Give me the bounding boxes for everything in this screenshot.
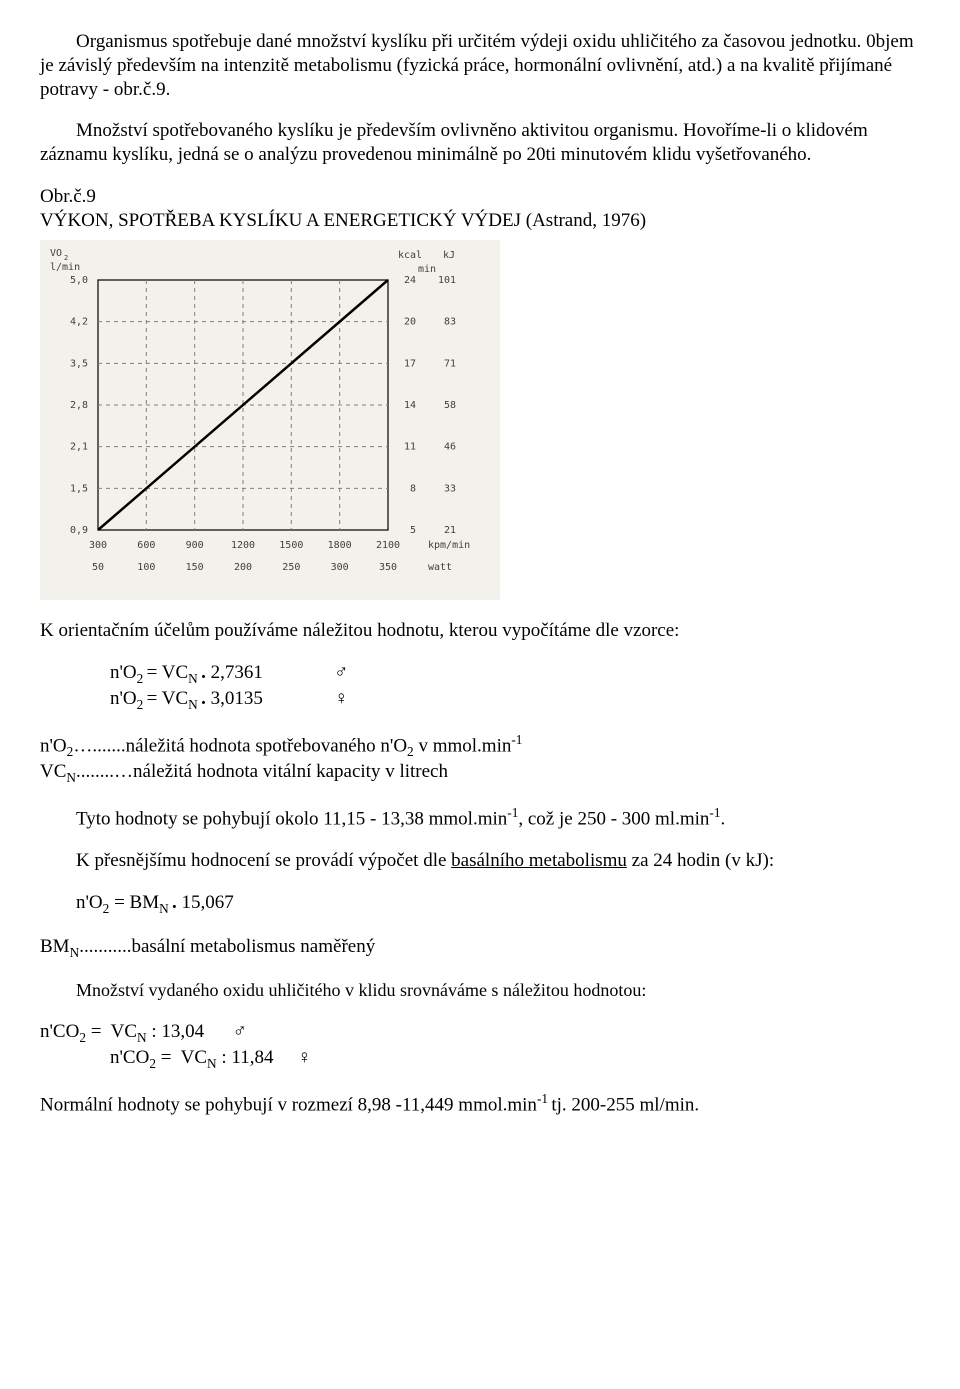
svg-text:600: 600 bbox=[137, 540, 155, 551]
svg-text:2,8: 2,8 bbox=[70, 400, 88, 411]
svg-text:71: 71 bbox=[444, 359, 456, 370]
svg-text:83: 83 bbox=[444, 317, 456, 328]
figure-title: VÝKON, SPOTŘEBA KYSLÍKU A ENERGETICKÝ VÝ… bbox=[40, 209, 920, 233]
svg-text:min: min bbox=[418, 264, 436, 275]
svg-text:300: 300 bbox=[89, 540, 107, 551]
svg-text:kcal: kcal bbox=[398, 250, 422, 261]
svg-text:350: 350 bbox=[379, 562, 397, 573]
svg-text:17: 17 bbox=[404, 359, 416, 370]
svg-text:2: 2 bbox=[64, 254, 68, 262]
svg-text:14: 14 bbox=[404, 400, 416, 411]
svg-text:1200: 1200 bbox=[231, 540, 255, 551]
svg-text:3,5: 3,5 bbox=[70, 359, 88, 370]
svg-text:1800: 1800 bbox=[328, 540, 352, 551]
svg-text:8: 8 bbox=[410, 484, 416, 495]
svg-text:kJ: kJ bbox=[443, 250, 455, 261]
paragraph-3: K orientačním účelům používáme náležitou… bbox=[40, 619, 920, 643]
figure-label: Obr.č.9 bbox=[40, 185, 920, 209]
paragraph-6: Množství vydaného oxidu uhličitého v kli… bbox=[40, 979, 920, 1002]
formula-1: n'O2 = VCN . 2,7361 ♂ bbox=[110, 662, 348, 683]
svg-text:l/min: l/min bbox=[50, 262, 80, 273]
svg-text:200: 200 bbox=[234, 562, 252, 573]
svg-text:150: 150 bbox=[186, 562, 204, 573]
svg-text:46: 46 bbox=[444, 442, 456, 453]
paragraph-4: Tyto hodnoty se pohybují okolo 11,15 - 1… bbox=[40, 805, 920, 831]
svg-text:50: 50 bbox=[92, 562, 104, 573]
svg-text:24: 24 bbox=[404, 275, 416, 286]
svg-text:101: 101 bbox=[438, 275, 456, 286]
svg-text:1500: 1500 bbox=[279, 540, 303, 551]
svg-text:250: 250 bbox=[282, 562, 300, 573]
formula-2: n'O2 = VCN . 3,0135 ♀ bbox=[110, 688, 348, 709]
chart: 5,0 24 101 4,2 20 83 3,5 17 71 2,8 14 58 2,1 11 46 1,5 8… bbox=[40, 240, 920, 607]
svg-text:kpm/min: kpm/min bbox=[428, 540, 470, 551]
svg-text:900: 900 bbox=[186, 540, 204, 551]
svg-text:VO: VO bbox=[50, 248, 62, 259]
svg-text:5: 5 bbox=[410, 525, 416, 536]
svg-text:58: 58 bbox=[444, 400, 456, 411]
svg-text:0,9: 0,9 bbox=[70, 525, 88, 536]
svg-text:11: 11 bbox=[404, 442, 416, 453]
definition-3: BMN...........basální metabolismus naměř… bbox=[40, 935, 920, 961]
svg-text:20: 20 bbox=[404, 317, 416, 328]
svg-text:33: 33 bbox=[444, 484, 456, 495]
svg-text:21: 21 bbox=[444, 525, 456, 536]
svg-text:2,1: 2,1 bbox=[70, 442, 88, 453]
svg-text:watt: watt bbox=[428, 562, 452, 573]
formula-block-1: n'O2 = VCN . 2,7361 ♂ n'O2 = VCN . 3,013… bbox=[110, 661, 920, 714]
svg-text:300: 300 bbox=[331, 562, 349, 573]
formula-3: n'O2 = BMN . 15,067 bbox=[76, 891, 920, 917]
paragraph-1: Organismus spotřebuje dané množství kysl… bbox=[40, 30, 920, 101]
svg-text:4,2: 4,2 bbox=[70, 317, 88, 328]
paragraph-2: Množství spotřebovaného kyslíku je přede… bbox=[40, 119, 920, 167]
paragraph-5: K přesnějšímu hodnocení se provádí výpoč… bbox=[40, 849, 920, 873]
formula-5: n'CO2 = VCN : 11,84 ♀ bbox=[110, 1046, 920, 1072]
definition-1: n'O2….......náležitá hodnota spotřebovan… bbox=[40, 732, 920, 761]
svg-text:1,5: 1,5 bbox=[70, 484, 88, 495]
formula-4: n'CO2 = VCN : 13,04 ♂ bbox=[40, 1020, 920, 1046]
paragraph-7: Normální hodnoty se pohybují v rozmezí 8… bbox=[40, 1091, 920, 1117]
svg-text:100: 100 bbox=[137, 562, 155, 573]
svg-text:5,0: 5,0 bbox=[70, 275, 88, 286]
definition-2: VCN........…náležitá hodnota vitální kap… bbox=[40, 760, 920, 786]
svg-text:2100: 2100 bbox=[376, 540, 400, 551]
